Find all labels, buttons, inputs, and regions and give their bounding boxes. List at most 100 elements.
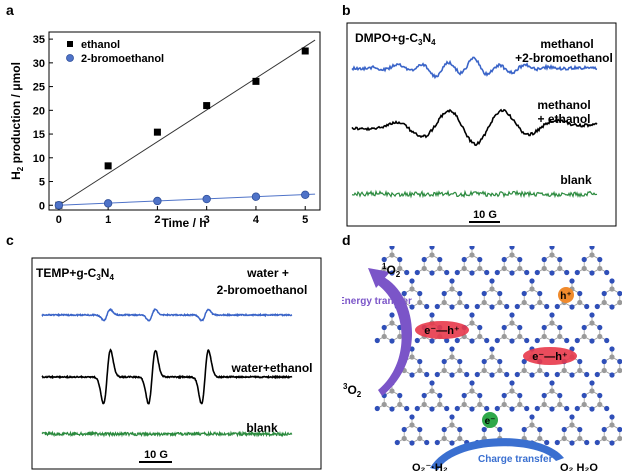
lattice-atom	[494, 269, 500, 276]
lattice-atom	[577, 435, 583, 442]
lattice-atom	[494, 337, 500, 344]
lattice-atom	[397, 401, 403, 408]
lattice-atom	[397, 265, 403, 272]
lattice-atom	[497, 290, 503, 297]
lattice-atom	[397, 392, 403, 399]
lattice-atom	[457, 290, 463, 297]
energy-transfer-label: Energy transfer	[342, 296, 412, 307]
lattice-atom	[589, 312, 595, 318]
lattice-atom	[537, 435, 543, 442]
lattice-atom	[501, 401, 507, 408]
lattice-atom	[457, 426, 463, 433]
scale-bar-c-label: 10 G	[144, 449, 168, 461]
lattice-atom	[417, 435, 423, 442]
lattice-atom	[454, 337, 460, 344]
lattice-atom	[457, 299, 463, 306]
lattice-atom	[597, 333, 603, 340]
lattice-atom	[609, 346, 615, 352]
fit-line-1	[58, 193, 316, 206]
charge-transfer-label: Charge transfer	[478, 454, 553, 465]
lattice-atom	[464, 371, 470, 378]
lattice-atom	[609, 414, 615, 420]
lattice-atom	[509, 312, 515, 318]
lattice-atom	[524, 405, 530, 412]
lattice-atom	[509, 246, 515, 250]
y-tick-label: 0	[39, 200, 45, 212]
lattice-atom	[589, 246, 595, 250]
electron-hole-pair-2	[523, 347, 577, 365]
lattice-atom	[421, 401, 427, 408]
lattice-atom	[449, 440, 455, 446]
lattice-atom	[601, 358, 607, 365]
trace-b1-label-line2: +2-bromoethanol	[515, 51, 613, 65]
chart-a: 0 1 2 3 4 5 0 5 10 15 20 25 30 35 ethanol 2-bromoetha…	[9, 31, 321, 228]
lattice-atom	[421, 265, 427, 272]
panel-c-title: TEMP+g-C3N4	[36, 266, 114, 282]
scale-bar-b-label: 10 G	[473, 209, 497, 221]
lattice-atom	[581, 333, 587, 340]
lattice-atom	[517, 401, 523, 408]
lattice-atom	[381, 265, 387, 272]
lattice-atom	[381, 333, 387, 340]
product-label-2: O₂ H₂O	[560, 462, 598, 471]
lattice-atom	[509, 338, 515, 344]
lattice-atom	[577, 367, 583, 374]
lattice-atom	[414, 269, 420, 276]
lattice-atom	[594, 439, 600, 446]
lattice-atom	[524, 269, 530, 276]
lattice-atom	[397, 333, 403, 340]
lattice-atom	[444, 337, 450, 344]
lattice-atom	[449, 414, 455, 420]
lattice-atom	[401, 426, 407, 433]
lattice-atom	[549, 338, 555, 344]
data-point-ethanol	[252, 77, 260, 85]
y-tick-label: 15	[33, 129, 45, 141]
trace-blank-b	[351, 189, 598, 199]
lattice-atom	[444, 269, 450, 276]
lattice-atom	[617, 358, 622, 365]
lattice-atom	[541, 401, 547, 408]
lattice-atom	[454, 405, 460, 412]
lattice-atom	[534, 269, 540, 276]
lattice-atom	[441, 435, 447, 442]
lattice-atom	[581, 392, 587, 399]
data-point-ethanol	[203, 102, 211, 110]
lattice-atom	[577, 299, 583, 306]
lattice-atom	[609, 372, 615, 378]
lattice-atom	[424, 439, 430, 446]
lattice-atom	[601, 426, 607, 433]
lattice-atom	[441, 290, 447, 297]
lattice-atom	[457, 358, 463, 365]
lattice-atom	[477, 256, 483, 263]
lattice-atom	[417, 299, 423, 306]
lattice-atom	[557, 256, 563, 263]
lattice-atom	[601, 299, 607, 306]
lattice-atom	[409, 278, 415, 284]
trace-b1-label-line1: methanol	[540, 37, 593, 51]
lattice-atom	[521, 299, 527, 306]
lattice-atom	[424, 303, 430, 310]
lattice-atom	[461, 265, 467, 272]
y-tick-label: 35	[33, 34, 45, 46]
lattice-atom	[541, 392, 547, 399]
lattice-atom	[581, 324, 587, 331]
data-point-2-bromoethanol	[301, 190, 310, 200]
y-tick-label: 30	[33, 58, 45, 70]
lattice-atom	[401, 290, 407, 297]
lattice-atom	[604, 269, 610, 276]
lattice-atom	[501, 256, 507, 263]
lattice-atom	[541, 324, 547, 331]
lattice-atom	[557, 333, 563, 340]
lattice-atom	[514, 303, 520, 310]
lattice-atom	[389, 246, 395, 250]
lattice-atom	[461, 392, 467, 399]
lattice-atom	[457, 367, 463, 374]
lattice-atom	[574, 405, 580, 412]
lattice-atom	[581, 265, 587, 272]
lattice-atom	[474, 303, 480, 310]
lattice-atom	[601, 367, 607, 374]
lattice-atom	[461, 256, 467, 263]
lattice-atom	[549, 270, 555, 276]
lattice-atom	[549, 246, 555, 250]
panel-letter-a: a	[6, 2, 14, 18]
